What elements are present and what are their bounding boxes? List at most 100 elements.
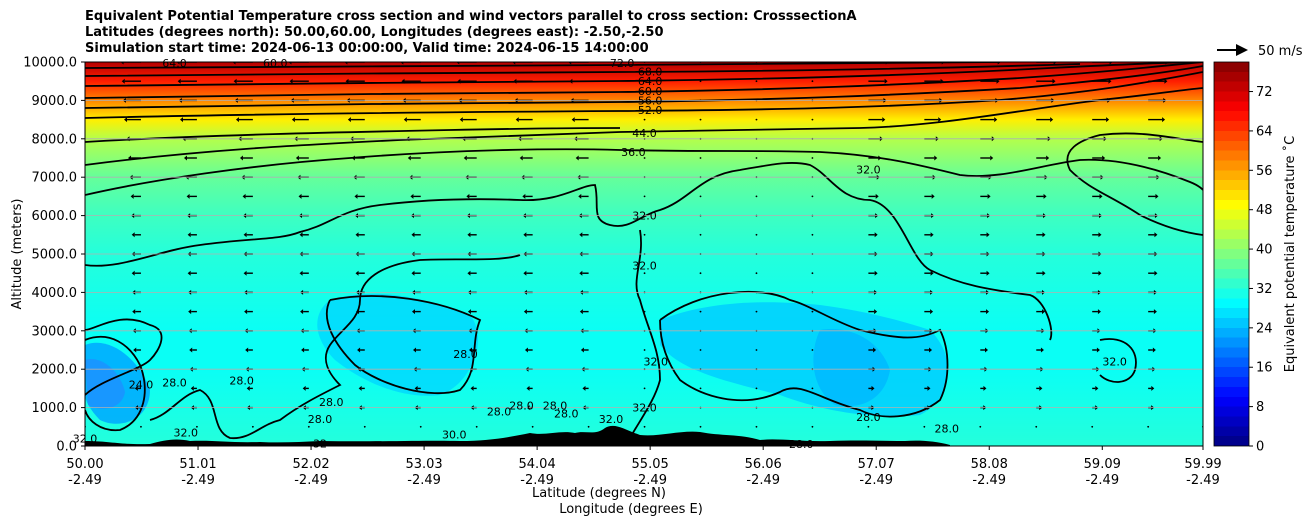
wind-vector-head — [513, 78, 517, 84]
wind-vector-head — [569, 78, 573, 84]
wind-vector-head — [177, 78, 181, 84]
wind-vector-head — [1041, 309, 1045, 315]
contour-label: 28.0 — [543, 400, 568, 413]
wind-vector — [699, 272, 702, 275]
wind-vector-head — [927, 385, 931, 391]
wind-vector — [755, 425, 758, 428]
wind-vector-head — [984, 347, 988, 353]
wind-vector-head — [190, 385, 194, 391]
wind-vector-head — [1206, 386, 1209, 391]
wind-vector-head — [354, 193, 358, 199]
wind-vector-head — [413, 347, 417, 353]
wind-vector-head — [1039, 385, 1043, 391]
wind-vector-head — [1154, 270, 1158, 276]
wind-vector-head — [1208, 328, 1211, 333]
wind-vector — [811, 118, 814, 121]
y-tick-label: 6000.0 — [32, 209, 78, 224]
x-tick-label-lon: -2.49 — [68, 473, 102, 488]
colorbar-tick-label: 24 — [1256, 321, 1273, 336]
wind-vector-head — [990, 155, 994, 161]
x-tick-label-lon: -2.49 — [859, 473, 893, 488]
x-tick-label-lon: -2.49 — [294, 473, 328, 488]
x-tick-label-lon: -2.49 — [1186, 473, 1220, 488]
colorbar-tick-label: 64 — [1256, 124, 1273, 139]
wind-vector-head — [515, 117, 519, 123]
wind-vector-head — [1155, 193, 1159, 199]
wind-vector-head — [934, 155, 938, 161]
wind-vector — [699, 349, 702, 351]
wind-vector — [140, 425, 142, 428]
wind-vector-head — [1109, 62, 1113, 65]
x-axis: 50.00-2.4951.01-2.4952.02-2.4953.03-2.49… — [66, 446, 1222, 488]
wind-vector-head — [1098, 270, 1102, 276]
wind-vector-head — [233, 78, 237, 84]
wind-vector-head — [186, 193, 190, 199]
wind-vector-head — [124, 117, 128, 123]
wind-vector-head — [289, 78, 293, 84]
wind-vector-head — [131, 270, 135, 276]
wind-vector-head — [120, 62, 124, 65]
wind-vector-head — [1106, 117, 1110, 123]
wind-vector — [699, 118, 702, 121]
y-axis: 0.0 1000.0 2000.0 3000.0 4000.0 5000.0 6000.0 7… — [23, 56, 85, 455]
contour-label: 32.0 — [632, 402, 657, 415]
wind-vector — [643, 349, 646, 351]
x-tick-label-lat: 52.02 — [292, 457, 329, 472]
wind-vector-head — [1095, 385, 1099, 391]
contour-label: 32.0 — [856, 164, 881, 177]
wind-vector-head — [1207, 367, 1210, 372]
wind-vector — [867, 425, 870, 428]
wind-vector-head — [526, 385, 530, 391]
wind-vector — [643, 118, 646, 121]
wind-vector-head — [76, 309, 79, 314]
wind-vector-head — [1040, 347, 1044, 353]
wind-vector — [811, 157, 814, 159]
wind-vector-head — [407, 155, 411, 161]
plot-area — [76, 62, 1212, 446]
contour-label: 60.0 — [638, 85, 663, 98]
wind-vector-head — [183, 155, 187, 161]
colorbar-tick-label: 56 — [1256, 164, 1273, 179]
wind-vector-head — [522, 193, 526, 199]
wind-vector-head — [356, 309, 360, 315]
wind-vector — [811, 387, 814, 390]
contour-label: 36.0 — [621, 146, 646, 159]
x-tick-label-lat: 50.00 — [66, 457, 103, 472]
wind-vector — [755, 233, 758, 236]
wind-vector-head — [235, 117, 239, 123]
wind-vector-head — [1158, 155, 1162, 161]
x-tick-label-lat: 51.01 — [179, 457, 216, 472]
horizontal-gridlines — [85, 100, 1203, 409]
wind-vector-head — [1209, 309, 1212, 314]
wind-vector-head — [295, 155, 299, 161]
wind-vector-head — [411, 270, 415, 276]
wind-vector-head — [1046, 155, 1050, 161]
wind-vector-head — [357, 347, 361, 353]
x-tick-label-lon: -2.49 — [746, 473, 780, 488]
wind-vector — [755, 310, 758, 313]
wind-vector-head — [580, 347, 584, 353]
wind-vector-head — [457, 78, 461, 84]
wind-vector-head — [414, 385, 418, 391]
colorbar-tick-label: 8 — [1256, 400, 1264, 415]
y-tick-label: 3000.0 — [32, 324, 78, 339]
wind-vector-head — [299, 270, 303, 276]
contour-label: 32.0 — [73, 432, 98, 445]
wind-vector-head — [1162, 117, 1166, 123]
wind-vector — [811, 349, 814, 351]
contour-label: 24.0 — [129, 379, 154, 392]
wind-vector-head — [347, 117, 351, 123]
wind-vector-head — [77, 348, 80, 353]
contour-label: 28.0 — [856, 411, 881, 424]
contour-label: 30.0 — [442, 428, 467, 441]
contour-label: 32.0 — [644, 356, 669, 369]
contour-label: 28.0 — [308, 413, 333, 426]
y-axis-label: Altitude (meters) — [10, 199, 25, 310]
wind-vector-head — [1209, 232, 1212, 237]
wind-vector-head — [130, 193, 134, 199]
contour-label: 60.0 — [263, 57, 288, 70]
contour-label: 28.0 — [487, 405, 512, 418]
contour-label: 32.0 — [632, 260, 657, 273]
colorbar-tick-label: 72 — [1256, 85, 1273, 100]
wind-vector-head — [358, 385, 362, 391]
